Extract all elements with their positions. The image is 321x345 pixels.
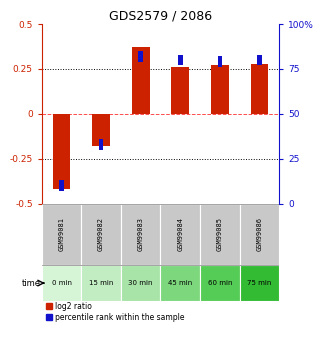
Bar — [240, 265, 279, 302]
Bar — [92, 114, 110, 146]
Text: GSM99086: GSM99086 — [256, 217, 263, 251]
Bar — [211, 66, 229, 114]
Text: GSM99083: GSM99083 — [138, 217, 144, 251]
Text: 75 min: 75 min — [247, 280, 272, 286]
Text: 15 min: 15 min — [89, 280, 113, 286]
Bar — [160, 204, 200, 265]
Bar — [59, 180, 64, 191]
Bar — [53, 114, 70, 189]
Bar — [257, 55, 262, 66]
Bar — [178, 55, 183, 66]
Bar — [218, 57, 222, 67]
Bar — [251, 63, 268, 114]
Text: GSM99082: GSM99082 — [98, 217, 104, 251]
Bar — [200, 204, 240, 265]
Bar — [81, 204, 121, 265]
Bar — [42, 265, 81, 302]
Bar — [171, 67, 189, 114]
Text: 0 min: 0 min — [52, 280, 72, 286]
Bar — [42, 204, 81, 265]
Bar — [138, 51, 143, 62]
Bar — [121, 204, 160, 265]
Text: GSM99081: GSM99081 — [58, 217, 65, 251]
Text: 45 min: 45 min — [168, 280, 192, 286]
Bar — [99, 139, 103, 150]
Bar — [160, 265, 200, 302]
Bar — [132, 48, 150, 114]
Bar — [121, 265, 160, 302]
Text: GSM99084: GSM99084 — [177, 217, 183, 251]
Text: 30 min: 30 min — [128, 280, 153, 286]
Bar — [200, 265, 240, 302]
Legend: log2 ratio, percentile rank within the sample: log2 ratio, percentile rank within the s… — [46, 302, 184, 322]
Text: time: time — [22, 278, 41, 287]
Bar — [240, 204, 279, 265]
Bar — [81, 265, 121, 302]
Text: 60 min: 60 min — [208, 280, 232, 286]
Text: GSM99085: GSM99085 — [217, 217, 223, 251]
Title: GDS2579 / 2086: GDS2579 / 2086 — [109, 10, 212, 23]
